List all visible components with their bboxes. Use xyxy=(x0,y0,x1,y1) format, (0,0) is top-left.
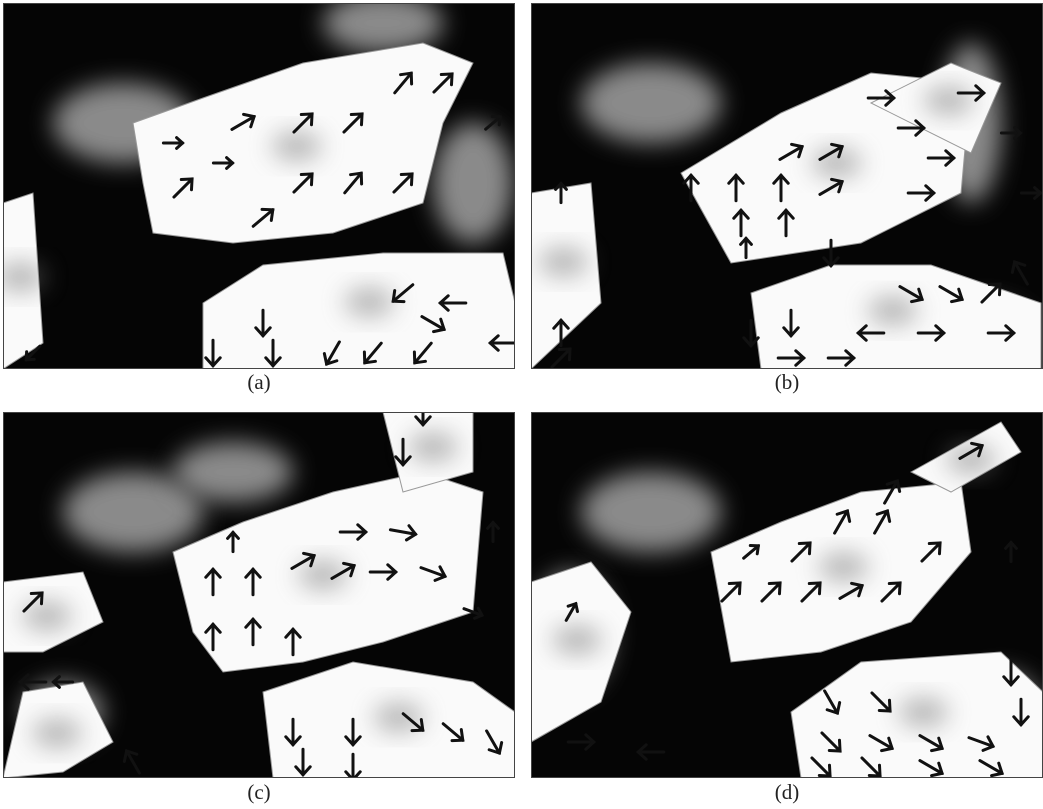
panel-caption: (c) xyxy=(3,780,515,805)
figure: (a) (b) (c) (d) xyxy=(0,0,1043,809)
cloud-texture xyxy=(344,287,394,317)
panel-caption: (b) xyxy=(531,370,1043,395)
cloud-texture xyxy=(173,442,293,502)
cloud-texture xyxy=(32,718,82,748)
cloud-texture xyxy=(433,123,513,243)
panel-caption: (d) xyxy=(531,780,1043,805)
cloud-texture xyxy=(898,697,948,727)
panel-image xyxy=(3,412,515,778)
cloud-texture xyxy=(581,63,721,143)
panel-image xyxy=(531,3,1043,369)
cloud-texture xyxy=(539,247,589,277)
cloud-texture xyxy=(924,86,974,116)
panel-image xyxy=(3,3,515,369)
panel-image xyxy=(531,412,1043,778)
panel-caption: (a) xyxy=(3,370,515,395)
cloud-texture xyxy=(408,432,458,462)
cloud-texture xyxy=(819,552,869,582)
cloud-texture xyxy=(946,445,996,475)
cloud-texture xyxy=(812,148,862,178)
cloud-texture xyxy=(374,702,424,732)
cloud-texture xyxy=(868,296,918,326)
cloud-texture xyxy=(581,472,721,552)
cloud-texture xyxy=(272,131,322,161)
cloud-texture xyxy=(552,625,602,655)
